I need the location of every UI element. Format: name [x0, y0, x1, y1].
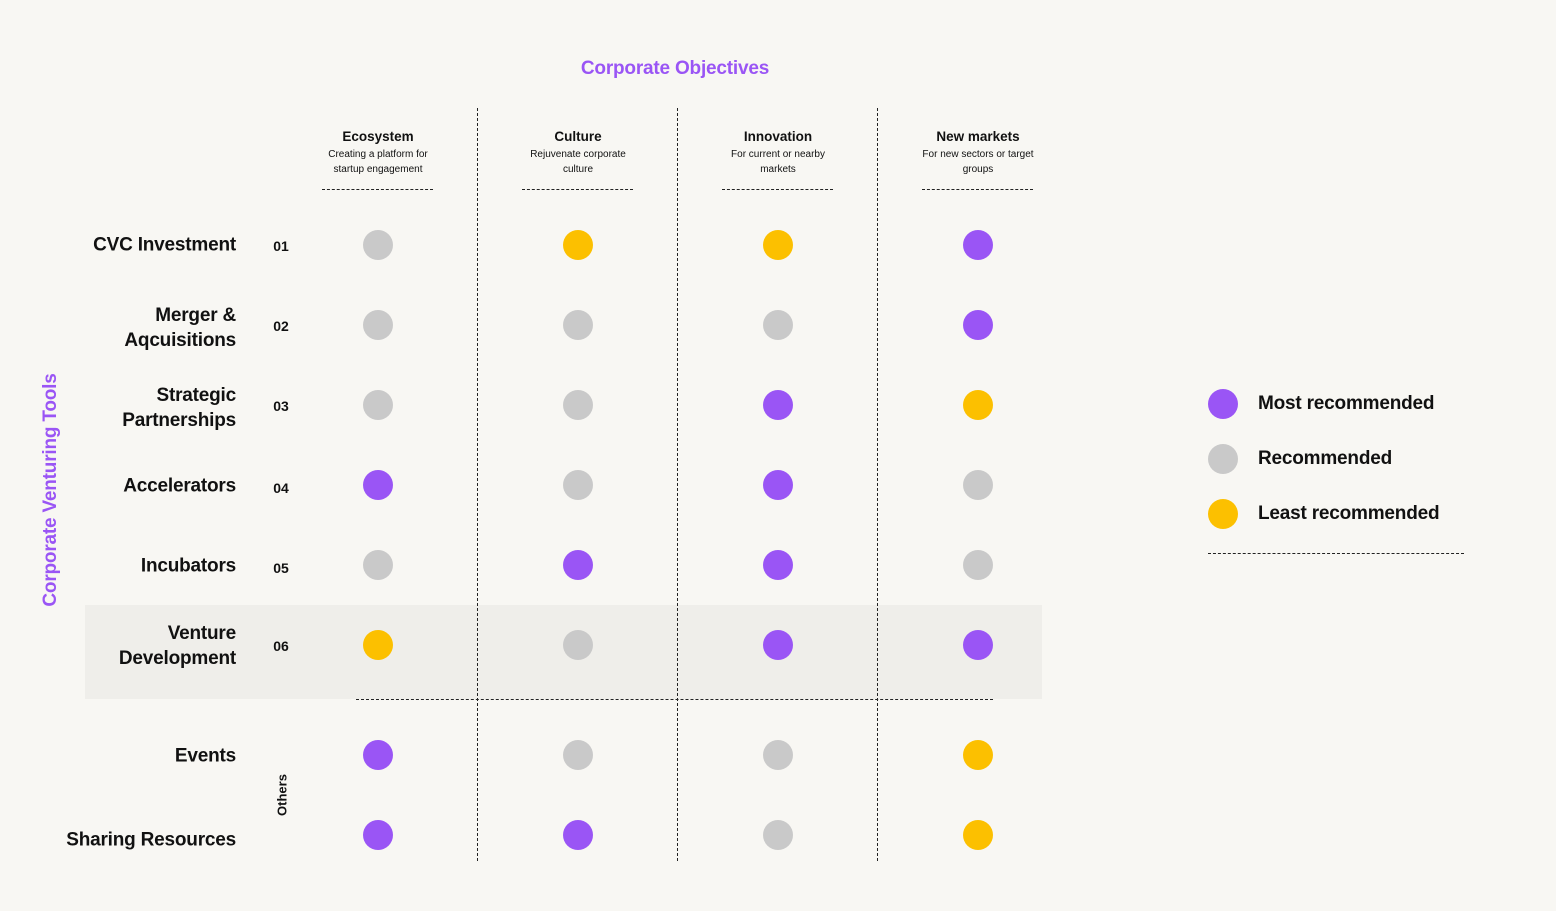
column-subtitle: Creating a platform for startup engageme…: [328, 149, 428, 175]
rating-dot-least: [563, 230, 593, 260]
rating-dot-recommended: [763, 310, 793, 340]
row-label-strategic-partnerships: Strategic Partnerships: [122, 385, 236, 431]
rating-dot-recommended: [763, 740, 793, 770]
column-title: Innovation: [743, 129, 813, 144]
column-underline: [922, 189, 1033, 190]
rating-dot-recommended: [363, 550, 393, 580]
legend-item-recommended: Recommended: [1208, 444, 1392, 474]
rating-dot-recommended: [363, 310, 393, 340]
row-label-events: Events: [174, 745, 236, 767]
rating-dot-most: [963, 230, 993, 260]
highlighted-row-background: [85, 605, 1042, 699]
column-underline: [722, 189, 833, 190]
column-header-innovation: Innovation For current or nearby markets: [693, 129, 863, 177]
rating-dot-recommended: [363, 230, 393, 260]
legend-dot-least: [1208, 499, 1238, 529]
legend-dot-most: [1208, 389, 1238, 419]
column-subtitle: Rejuvenate corporate culture: [530, 149, 626, 175]
row-label-merger-acquisitions: Merger & Aqcuisitions: [124, 305, 236, 351]
rating-dot-most: [763, 630, 793, 660]
legend-label: Recommended: [1258, 448, 1393, 469]
rating-dot-most: [363, 820, 393, 850]
row-label-incubators: Incubators: [140, 555, 236, 577]
rating-dot-recommended: [563, 630, 593, 660]
column-title: Culture: [554, 129, 602, 144]
rating-dot-least: [963, 740, 993, 770]
row-label-sharing-resources: Sharing Resources: [66, 829, 236, 851]
column-divider: [477, 108, 478, 861]
row-label-cvc-investment: CVC Investment: [93, 234, 236, 256]
row-number: 04: [273, 480, 289, 496]
column-divider: [677, 108, 678, 861]
others-label: Others: [274, 774, 290, 816]
rating-dot-recommended: [563, 740, 593, 770]
column-title: Ecosystem: [342, 129, 414, 144]
column-underline: [522, 189, 633, 190]
legend-item-most: Most recommended: [1208, 389, 1434, 419]
rating-dot-least: [763, 230, 793, 260]
legend-item-least: Least recommended: [1208, 499, 1440, 529]
column-subtitle: For new sectors or target groups: [922, 149, 1034, 175]
rating-dot-most: [363, 470, 393, 500]
rating-dot-most: [763, 390, 793, 420]
legend-label: Most recommended: [1258, 393, 1435, 414]
row-number: 01: [273, 238, 289, 254]
rating-dot-recommended: [563, 390, 593, 420]
legend-underline: [1208, 553, 1464, 554]
row-number: 05: [273, 560, 289, 576]
rating-dot-most: [563, 550, 593, 580]
row-number: 02: [273, 318, 289, 334]
row-label-accelerators: Accelerators: [123, 475, 236, 497]
column-underline: [322, 189, 433, 190]
rating-dot-recommended: [563, 310, 593, 340]
rating-dot-least: [963, 820, 993, 850]
column-subtitle: For current or nearby markets: [731, 149, 825, 175]
rating-dot-recommended: [963, 550, 993, 580]
rating-dot-recommended: [763, 820, 793, 850]
column-header-ecosystem: Ecosystem Creating a platform for startu…: [293, 129, 463, 177]
column-title: New markets: [936, 129, 1020, 144]
rating-dot-recommended: [563, 470, 593, 500]
column-header-new-markets: New markets For new sectors or target gr…: [893, 129, 1063, 177]
row-number: 06: [273, 638, 289, 654]
rating-dot-most: [963, 310, 993, 340]
rating-dot-most: [363, 740, 393, 770]
rating-dot-most: [763, 470, 793, 500]
rating-dot-most: [963, 630, 993, 660]
rating-dot-least: [363, 630, 393, 660]
rating-dot-most: [563, 820, 593, 850]
rating-dot-recommended: [363, 390, 393, 420]
others-divider: [356, 699, 993, 700]
legend-label: Least recommended: [1258, 503, 1440, 524]
row-label-venture-development: Venture Development: [118, 623, 236, 669]
legend-dot-recommended: [1208, 444, 1238, 474]
objectives-title: Corporate Objectives: [580, 58, 770, 79]
rating-dot-recommended: [963, 470, 993, 500]
rating-dot-most: [763, 550, 793, 580]
row-number: 03: [273, 398, 289, 414]
column-divider: [877, 108, 878, 861]
tools-title: Corporate Venturing Tools: [40, 373, 61, 607]
rating-dot-least: [963, 390, 993, 420]
column-header-culture: Culture Rejuvenate corporate culture: [493, 129, 663, 177]
